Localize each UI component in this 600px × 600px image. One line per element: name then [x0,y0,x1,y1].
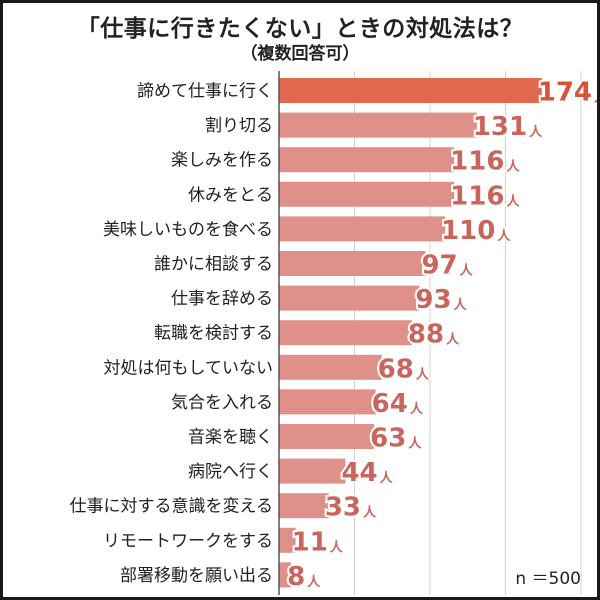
unit-label-14: 人 [307,574,321,590]
unit-label-2: 人 [506,159,520,175]
value-label-8: 68 [378,354,414,384]
bar-12 [279,493,329,519]
category-label-3: 休みをとる [188,185,273,205]
category-label-10: 音楽を聴く [188,428,273,448]
category-label-7: 転職を検討する [154,324,273,344]
value-label-10: 63 [370,424,406,454]
bar-10 [279,424,375,449]
bar-1 [279,112,477,138]
bar-3 [279,181,455,207]
chart-title: 「仕事に行きたくない」ときの対処法は？ [76,16,524,42]
unit-label-6: 人 [454,297,468,313]
bar-8 [279,354,382,380]
category-label-1: 割り切る [205,116,273,136]
unit-label-5: 人 [460,263,474,279]
unit-label-4: 人 [497,228,511,244]
category-label-4: 美味しいものを食べる [103,220,273,240]
category-label-5: 誰かに相談する [154,255,273,275]
category-label-12: 仕事に対する意識を変える [70,497,274,517]
category-label-9: 気合を入れる [171,393,273,413]
bar-4 [279,216,446,242]
value-label-7: 88 [408,320,444,350]
value-label-2: 116 [450,147,504,177]
bar-14 [279,562,292,588]
unit-label-7: 人 [446,332,460,348]
chart-subtitle: （複数回答可） [240,44,360,64]
value-label-14: 8 [287,562,305,592]
value-label-1: 131 [473,112,527,142]
bar-11 [279,458,346,484]
value-label-12: 33 [325,493,361,523]
value-label-9: 64 [372,389,408,419]
category-label-13: リモートワークをする [103,531,273,551]
bar-7 [279,320,412,346]
unit-label-9: 人 [410,401,424,417]
unit-label-10: 人 [408,436,422,452]
sample-size-label: n ＝500 [515,569,581,589]
category-label-2: 楽しみを作る [171,151,273,171]
category-label-0: 諦めて仕事に行く [137,82,273,102]
bar-chart: 諦めて仕事に行く174人割り切る131人楽しみを作る116人休みをとる116人美… [70,71,597,595]
bar-0 [279,78,542,103]
value-label-0: 174 [538,78,592,108]
unit-label-11: 人 [380,470,394,486]
unit-label-12: 人 [363,505,377,521]
value-label-13: 11 [292,527,328,557]
unit-label-8: 人 [416,366,430,382]
category-label-11: 病院へ行く [188,462,273,482]
value-label-11: 44 [341,458,377,488]
value-label-5: 97 [421,251,457,281]
unit-label-1: 人 [529,124,543,140]
bar-2 [279,147,455,173]
bar-5 [279,251,426,276]
unit-label-3: 人 [506,193,520,209]
bar-13 [279,527,296,553]
category-label-14: 部署移動を願い出る [120,566,273,586]
category-label-8: 対処は何もしていない [104,358,274,378]
value-label-4: 110 [441,216,495,246]
value-label-6: 93 [415,285,451,315]
unit-label-13: 人 [330,539,344,555]
bar-9 [279,389,376,415]
value-label-3: 116 [450,181,504,211]
bar-6 [279,285,420,311]
unit-label-0: 人 [594,90,597,106]
category-label-6: 仕事を辞める [171,289,273,309]
